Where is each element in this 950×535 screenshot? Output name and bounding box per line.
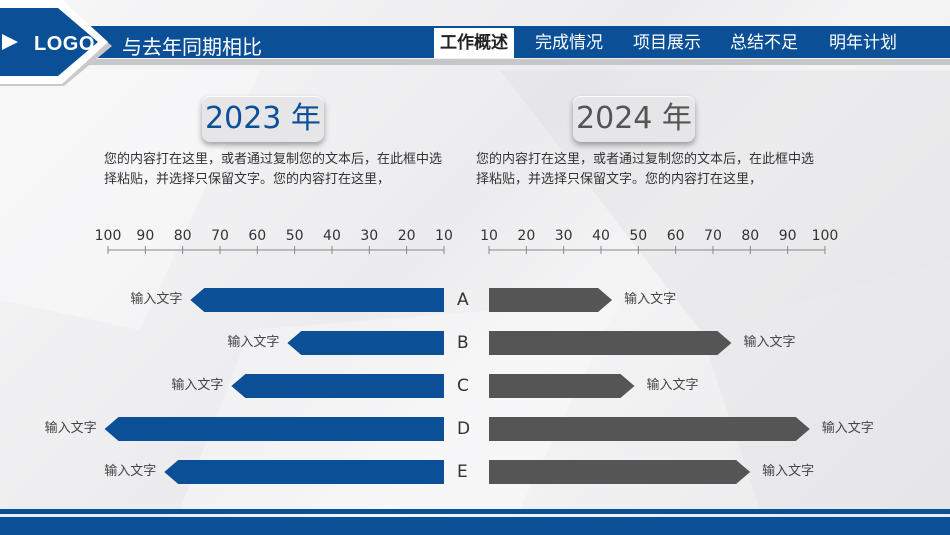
tab-next-year-plan[interactable]: 明年计划	[829, 33, 897, 53]
bar-label-2023: 输入文字	[227, 335, 280, 350]
bar-2024-D	[489, 417, 810, 441]
bar-2023-A	[190, 288, 444, 312]
bar-2023-B	[287, 331, 444, 355]
bar-2024-C	[489, 374, 635, 398]
right-tick-label: 100	[811, 228, 839, 244]
tab-summary-shortcomings[interactable]: 总结不足	[730, 33, 798, 53]
left-description: 您的内容打在这里，或者通过复制您的文本后，在此框中选择粘贴，并选择只保留文字。您…	[104, 152, 443, 187]
bar-label-2024: 输入文字	[762, 464, 815, 479]
bar-label-2024: 输入文字	[624, 292, 677, 307]
right-tick-label: 50	[629, 228, 648, 244]
bar-label-2023: 输入文字	[130, 292, 183, 307]
bar-2023-C	[231, 374, 444, 398]
right-tick-label: 10	[480, 228, 498, 244]
bar-label-2023: 输入文字	[171, 378, 224, 393]
bar-2024-B	[489, 331, 732, 355]
left-tick-label: 70	[211, 228, 229, 244]
header-underline	[60, 59, 950, 65]
right-tick-label: 60	[666, 228, 685, 244]
left-tick-label: 40	[323, 228, 341, 244]
year-2023-badge: 2023 年	[202, 96, 324, 142]
right-tick-label: 20	[517, 228, 536, 244]
bar-2023-D	[104, 417, 444, 441]
category-label: D	[457, 419, 471, 439]
right-tick-label: 90	[778, 228, 797, 244]
tab-project-display[interactable]: 项目展示	[633, 33, 701, 53]
page-title: 与去年同期相比	[122, 35, 262, 59]
bar-2024-A	[489, 288, 613, 312]
category-label: B	[457, 333, 469, 353]
right-tick-label: 40	[592, 228, 610, 244]
bar-label-2023: 输入文字	[104, 464, 157, 479]
bar-label-2024: 输入文字	[646, 378, 699, 393]
footer-line	[0, 509, 950, 514]
bar-2023-E	[164, 460, 444, 484]
right-tick-label: 80	[741, 228, 760, 244]
logo-arrow-icon	[0, 0, 112, 86]
left-tick-label: 10	[435, 228, 453, 244]
right-description: 您的内容打在这里，或者通过复制您的文本后，在此框中选择粘贴，并选择只保留文字。您…	[476, 152, 815, 187]
left-tick-label: 20	[397, 228, 416, 244]
left-tick-label: 90	[136, 228, 155, 244]
bar-2024-E	[489, 460, 751, 484]
footer-bar	[0, 517, 950, 535]
year-2024-badge: 2024 年	[573, 96, 695, 142]
bar-label-2024: 输入文字	[821, 421, 874, 436]
logo[interactable]: LOGO	[34, 33, 95, 55]
category-label: E	[457, 462, 468, 482]
tab-completion[interactable]: 完成情况	[535, 33, 603, 53]
category-label: A	[457, 290, 469, 310]
bar-label-2024: 输入文字	[743, 335, 796, 350]
right-tick-label: 70	[704, 228, 722, 244]
left-tick-label: 60	[248, 228, 267, 244]
left-tick-label: 50	[285, 228, 304, 244]
left-tick-label: 30	[360, 228, 379, 244]
tab-work-overview[interactable]: 工作概述	[434, 28, 514, 58]
category-label: C	[457, 376, 469, 396]
right-tick-label: 30	[554, 228, 573, 244]
left-tick-label: 80	[173, 228, 192, 244]
bar-label-2023: 输入文字	[44, 421, 97, 436]
left-tick-label: 100	[94, 228, 122, 244]
